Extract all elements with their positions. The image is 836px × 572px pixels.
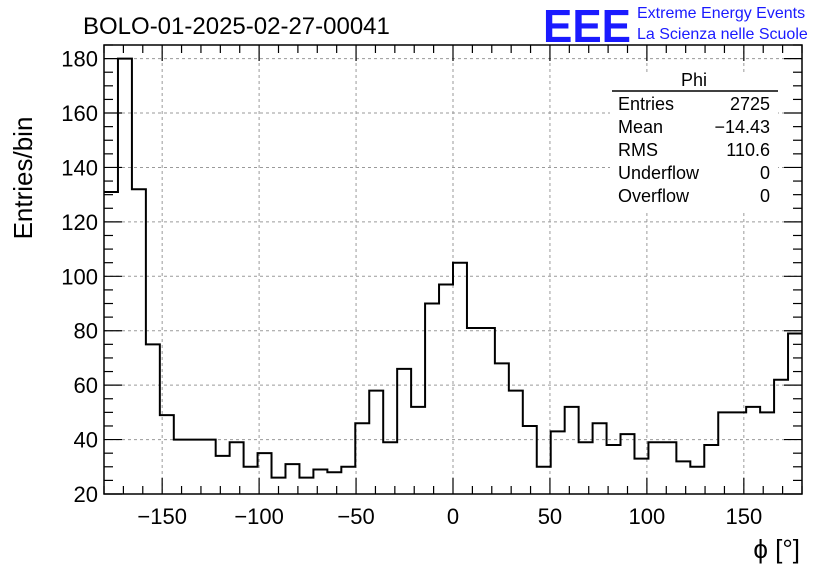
stats-row-value: 2725 — [730, 94, 770, 114]
x-axis-title: ϕ [°] — [753, 534, 800, 564]
histogram-bin — [718, 412, 732, 494]
x-tick-label: 100 — [629, 504, 666, 529]
stats-row-label: Entries — [618, 94, 674, 114]
histogram-bin — [355, 423, 369, 494]
histogram-bin — [690, 467, 704, 494]
histogram-bin — [369, 391, 383, 494]
histogram-bin — [439, 284, 453, 494]
histogram-bin — [760, 412, 774, 494]
y-tick-label: 160 — [61, 101, 98, 126]
y-tick-label: 60 — [74, 373, 98, 398]
chart-title: BOLO-01-2025-02-27-00041 — [83, 13, 390, 40]
histogram-bin — [495, 363, 509, 494]
histogram-bin — [244, 467, 258, 494]
histogram-bin — [132, 189, 146, 494]
stats-row-label: Mean — [618, 117, 663, 137]
x-tick-label: 0 — [447, 504, 459, 529]
histogram-bars — [104, 57, 802, 494]
histogram-bin — [551, 431, 565, 494]
stats-row-value: −14.43 — [714, 117, 770, 137]
logo-line-1: Extreme Energy Events — [637, 5, 805, 22]
x-tick-label: −50 — [337, 504, 374, 529]
histogram-bin — [299, 478, 313, 494]
stats-row-value: 0 — [760, 163, 770, 183]
tick-labels: −150 −100 −50 0 50 100 150 20 40 60 80 100 120 140 160… — [61, 47, 762, 529]
stats-rows: Entries 2725 Mean −14.43 RMS 110.6 Underflow 0 O… — [618, 94, 770, 206]
stats-row-value: 0 — [760, 186, 770, 206]
histogram-bin — [621, 434, 635, 494]
histogram-bin — [746, 407, 760, 494]
histogram-bin — [104, 192, 118, 494]
histogram-bin — [774, 380, 788, 494]
x-tick-label: 50 — [538, 504, 562, 529]
logo-line-2: La Scienza nelle Scuole — [637, 26, 808, 43]
histogram-bin — [146, 344, 160, 494]
histogram-bin — [202, 440, 216, 494]
histogram-bin — [327, 472, 341, 494]
axis-ticks — [103, 44, 803, 495]
histogram-bin — [188, 440, 202, 494]
histogram-bin — [662, 442, 676, 494]
histogram-bin — [425, 304, 439, 494]
y-axis-title: Entries/bin — [8, 117, 38, 240]
stats-box-background — [610, 72, 778, 212]
histogram-bin — [467, 328, 481, 494]
y-tick-label: 20 — [74, 482, 98, 507]
histogram-bin — [509, 391, 523, 494]
stats-box: Phi Entries 2725 Mean −14.43 RMS 110.6 Underfl… — [610, 70, 778, 212]
x-tick-label: −100 — [234, 504, 284, 529]
y-tick-label: 100 — [61, 264, 98, 289]
stats-row-label: Overflow — [618, 186, 690, 206]
histogram-bin — [174, 440, 188, 494]
eee-logo: EEE Extreme Energy Events La Scienza nel… — [543, 0, 808, 52]
eee-logo-mark: EEE — [543, 0, 631, 52]
x-tick-label: −150 — [137, 504, 187, 529]
histogram-bin — [648, 442, 662, 494]
y-tick-label: 80 — [74, 319, 98, 344]
stats-row-label: Underflow — [618, 163, 700, 183]
histogram-bin — [397, 369, 411, 494]
stats-row-label: RMS — [618, 140, 658, 160]
y-tick-label: 40 — [74, 428, 98, 453]
stats-row-value: 110.6 — [726, 140, 770, 160]
histogram-bin — [313, 470, 327, 494]
y-tick-label: 140 — [61, 155, 98, 180]
histogram-bin — [453, 263, 467, 494]
histogram-bin — [481, 328, 495, 494]
histogram-bin — [523, 426, 537, 494]
y-tick-label: 120 — [61, 210, 98, 235]
histogram-bin — [579, 442, 593, 494]
y-tick-label: 180 — [61, 47, 98, 72]
histogram-bin — [537, 467, 551, 494]
histogram-bin — [676, 461, 690, 494]
histogram-bin — [593, 423, 607, 494]
stats-box-title: Phi — [681, 70, 707, 90]
histogram-bin — [230, 442, 244, 494]
histogram-bin — [565, 407, 579, 494]
x-tick-label: 150 — [725, 504, 762, 529]
histogram-bin — [411, 407, 425, 494]
histogram-bin — [704, 445, 718, 494]
histogram-outline — [104, 57, 802, 479]
histogram-bin — [216, 456, 230, 494]
histogram-bin — [341, 467, 355, 494]
